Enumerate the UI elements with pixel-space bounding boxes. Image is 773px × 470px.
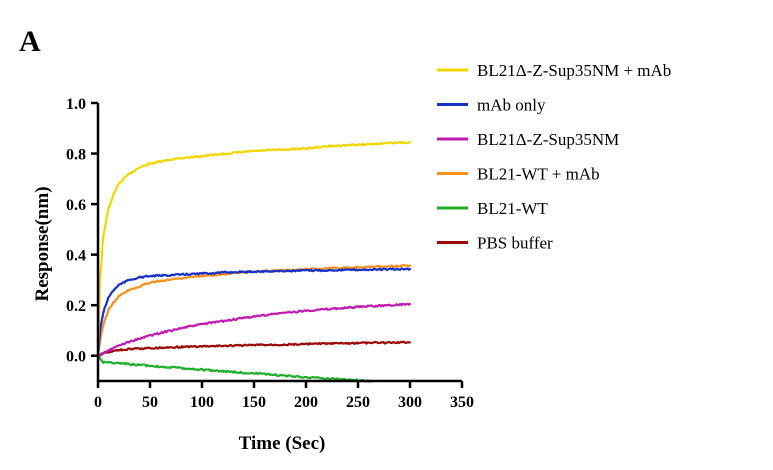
series-line-0 <box>96 140 412 357</box>
series-line-2 <box>96 302 412 357</box>
y-ticks: 0.0 0.2 0.4 0.6 0.8 1.0 <box>66 96 98 366</box>
x-tick-label: 0 <box>94 394 102 411</box>
series-layer <box>96 140 412 383</box>
x-tick-label: 250 <box>346 394 370 411</box>
x-ticks: 0 50 100 150 200 250 300 350 <box>94 381 474 411</box>
legend-label: BL21-WT <box>477 199 548 218</box>
x-axis-title: Time (Sec) <box>239 433 326 454</box>
y-tick-label: 1.0 <box>66 96 86 113</box>
x-tick-label: 100 <box>190 394 214 411</box>
y-tick-label: 0.6 <box>66 197 86 214</box>
y-tick-label: 0.2 <box>66 298 86 315</box>
plot-area: 0.0 0.2 0.4 0.6 0.8 1.0 0 50 100 150 200 250 300 350 <box>66 96 474 411</box>
legend-label: mAb only <box>477 96 546 115</box>
y-tick-label: 0.0 <box>66 349 86 366</box>
series-line-1 <box>96 267 412 357</box>
legend-label: BL21-WT + mAb <box>477 165 600 184</box>
series-line-5 <box>96 340 412 357</box>
x-tick-label: 50 <box>142 394 158 411</box>
legend-label: PBS buffer <box>477 234 553 253</box>
y-axis-title: Response(nm) <box>32 186 53 301</box>
series-line-4 <box>96 354 375 383</box>
legend-label: BL21Δ-Z-Sup35NM + mAb <box>477 61 671 80</box>
y-tick-label: 0.4 <box>66 248 86 265</box>
x-tick-label: 150 <box>242 394 266 411</box>
legend-label: BL21Δ-Z-Sup35NM <box>477 130 619 149</box>
x-tick-label: 350 <box>450 394 474 411</box>
legend: BL21Δ-Z-Sup35NM + mAb mAb only BL21Δ-Z-Sup… <box>437 61 671 253</box>
panel-label: A <box>19 25 41 58</box>
y-tick-label: 0.8 <box>66 147 86 164</box>
x-tick-label: 200 <box>294 394 318 411</box>
x-tick-label: 300 <box>398 394 422 411</box>
